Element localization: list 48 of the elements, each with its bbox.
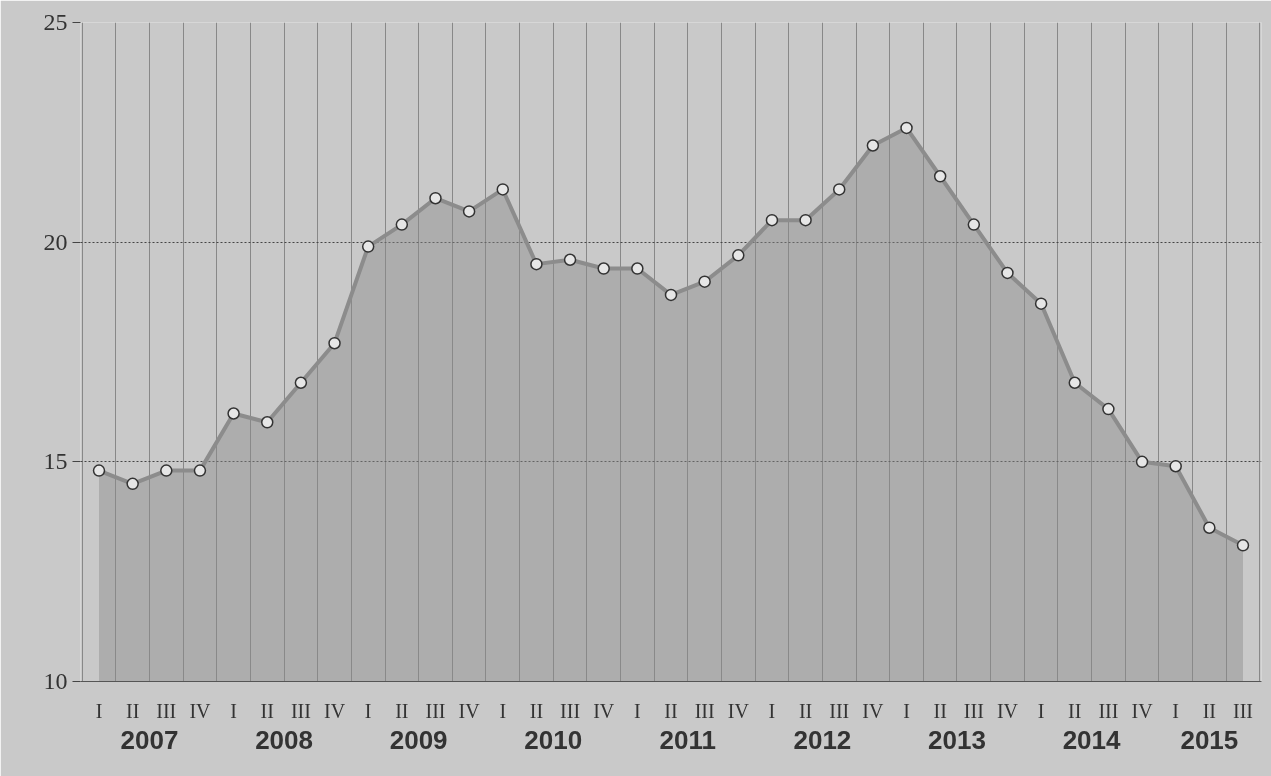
x-tick-label: II xyxy=(529,699,544,722)
x-tick-label: II xyxy=(1202,699,1217,722)
x-tick-label: II xyxy=(1068,699,1082,722)
text: 2015 xyxy=(1180,724,1239,755)
x-tick-label: IV xyxy=(727,699,750,722)
x-tick-label: I xyxy=(903,699,910,722)
y-tick-label: 20 xyxy=(43,228,68,255)
x-tick-label: III xyxy=(1233,699,1253,722)
x-tick-label: IV xyxy=(1131,699,1154,722)
x-tick-label: II xyxy=(125,699,140,722)
x-tick-label: IV xyxy=(862,699,884,722)
x-tick-label: I xyxy=(95,699,103,722)
text: 2012 xyxy=(793,724,852,755)
x-tick-label: IV xyxy=(323,699,346,722)
x-tick-label: III xyxy=(425,699,446,722)
x-tick-label: I xyxy=(1037,699,1045,722)
y-tick-label: 10 xyxy=(43,668,68,694)
y-tick-label: 15 xyxy=(43,448,68,475)
x-tick-label: I xyxy=(1172,699,1180,722)
text: 2010 xyxy=(524,724,583,755)
x-tick-label: II xyxy=(664,699,678,722)
x-tick-label: I xyxy=(364,699,372,722)
x-tick-label: IV xyxy=(189,699,212,722)
x-tick-label: III xyxy=(1098,699,1119,722)
x-tick-label: III xyxy=(694,699,715,722)
x-tick-label: III xyxy=(156,699,177,722)
x-tick-label: III xyxy=(829,699,850,722)
text: 2007 xyxy=(120,724,179,755)
text: 2009 xyxy=(389,724,448,755)
text: 2011 xyxy=(659,724,717,755)
x-tick-label: I xyxy=(634,699,641,722)
x-tick-label: I xyxy=(768,699,776,722)
text: 2014 xyxy=(1062,724,1122,755)
x-tick-label: II xyxy=(933,699,947,722)
x-tick-label: IV xyxy=(593,699,615,722)
text: 2013 xyxy=(928,724,986,755)
y-tick-label: 25 xyxy=(43,9,68,35)
x-tick-label: III xyxy=(290,699,311,722)
x-tick-label: IV xyxy=(458,699,481,722)
x-tick-label: I xyxy=(499,699,507,722)
text: 2008 xyxy=(255,724,313,755)
x-tick-label: II xyxy=(798,699,813,722)
x-tick-label: III xyxy=(560,699,581,722)
x-tick-label: IV xyxy=(996,699,1019,722)
x-tick-label: II xyxy=(260,699,274,722)
x-tick-label: III xyxy=(963,699,984,722)
x-tick-label: I xyxy=(230,699,237,722)
x-tick-label: II xyxy=(395,699,409,722)
